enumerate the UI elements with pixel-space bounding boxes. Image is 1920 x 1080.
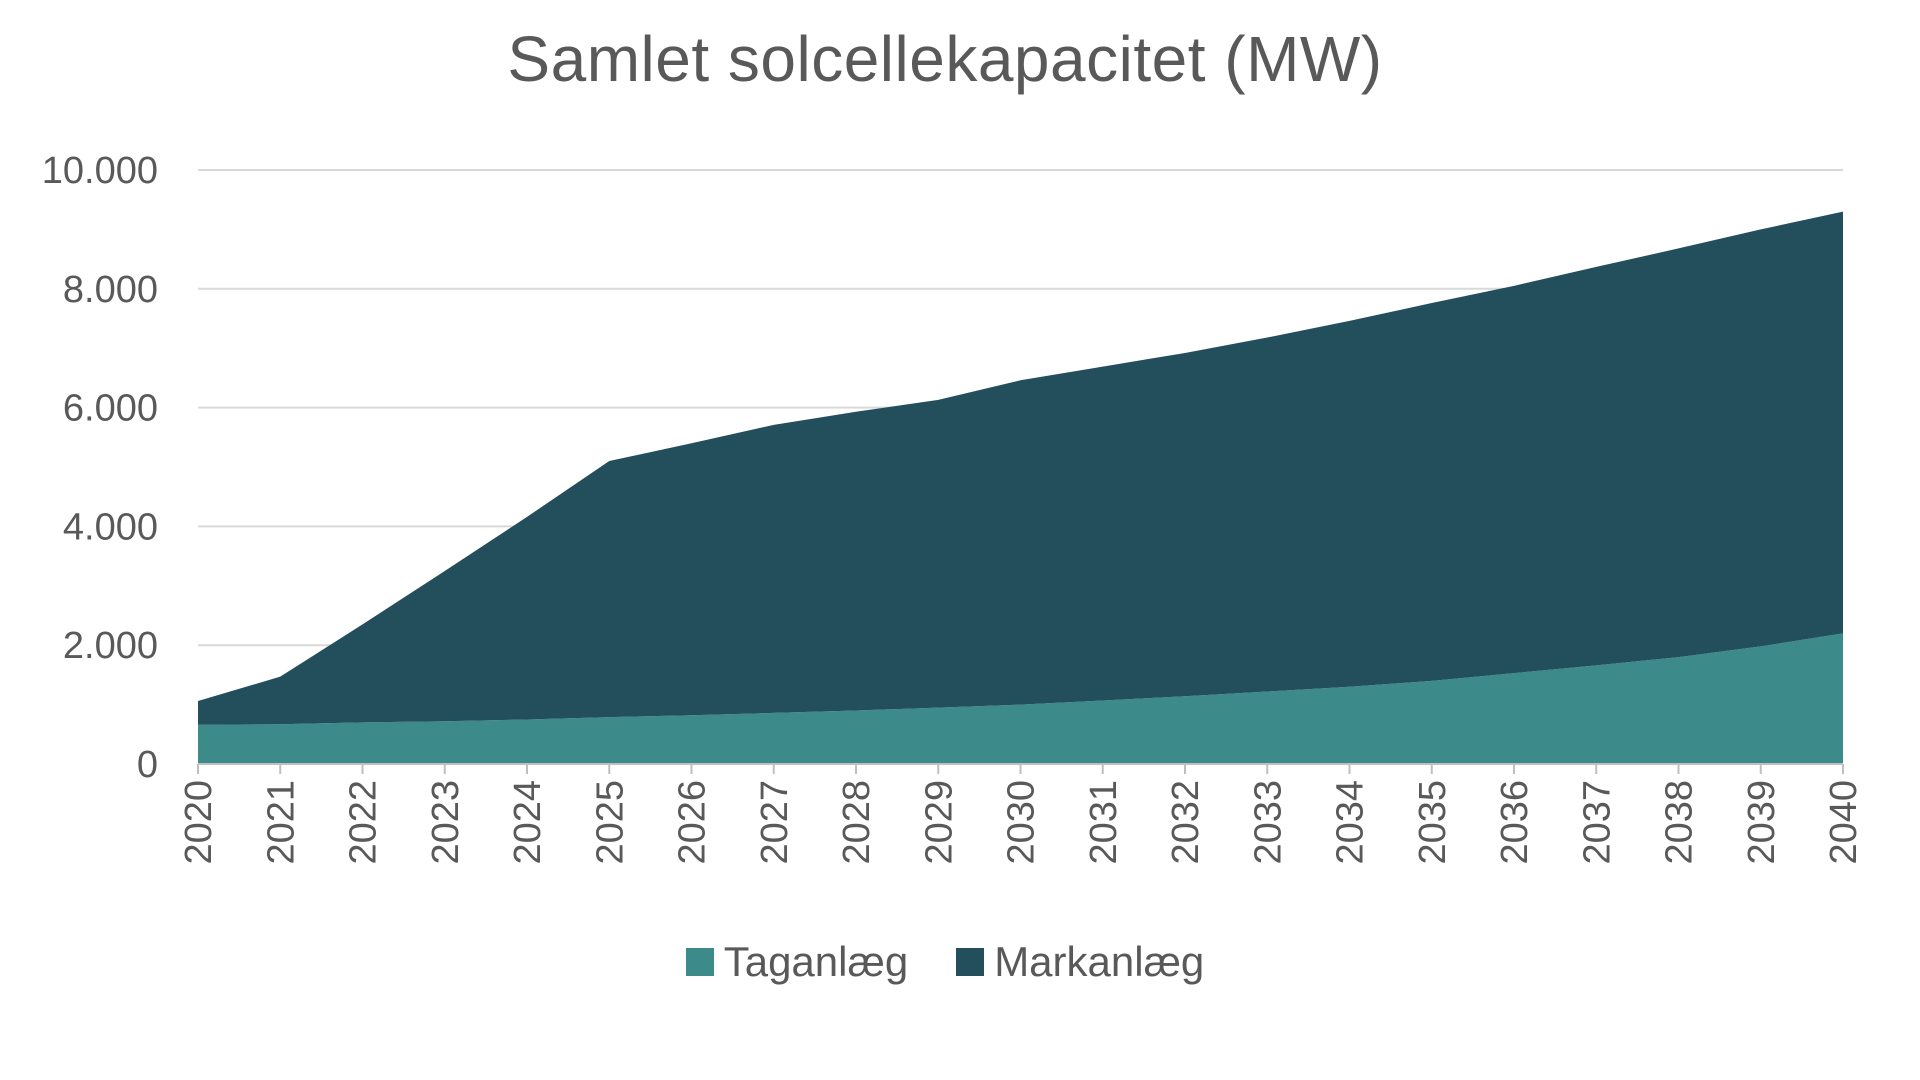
x-tick-label-19: 2039	[1741, 780, 1783, 865]
legend-swatch-taganlaeg	[685, 948, 714, 976]
x-tick-label-8: 2028	[836, 780, 878, 865]
legend: Taganlæg Markanlæg	[0, 938, 1890, 986]
y-tick-label-1: 2.000	[63, 625, 158, 667]
x-tick-label-16: 2036	[1494, 780, 1536, 865]
y-tick-label-3: 6.000	[63, 388, 158, 430]
x-tick-label-9: 2029	[918, 780, 960, 865]
legend-item-taganlaeg: Taganlæg	[685, 938, 909, 986]
x-tick-label-0: 2020	[178, 780, 220, 865]
x-tick-label-12: 2032	[1165, 780, 1207, 865]
x-axis-tick-labels: 2020 2021 2022 2023 2024 2025 2026 2027 2028 2029…	[178, 780, 1865, 865]
area-series-0	[198, 633, 1843, 764]
x-tick-label-10: 2030	[1001, 780, 1043, 865]
y-axis-tick-labels: 0 2.000 4.000 6.000 8.000 10.000	[42, 150, 158, 786]
x-tick-label-11: 2031	[1083, 780, 1125, 865]
x-tick-label-20: 2040	[1823, 780, 1865, 865]
legend-label-taganlaeg: Taganlæg	[723, 938, 909, 985]
x-tick-label-7: 2027	[754, 780, 796, 865]
x-axis	[197, 763, 1844, 774]
x-tick-label-6: 2026	[672, 780, 714, 865]
x-tick-label-2: 2022	[343, 780, 385, 865]
x-tick-label-15: 2035	[1412, 780, 1454, 865]
x-tick-label-18: 2038	[1659, 780, 1701, 865]
legend-label-markanlaeg: Markanlæg	[994, 938, 1205, 985]
chart-title: Samlet solcellekapacitet (MW)	[507, 23, 1383, 95]
x-tick-label-1: 2021	[260, 780, 302, 865]
x-tick-label-5: 2025	[589, 780, 631, 865]
y-tick-label-4: 8.000	[63, 269, 158, 311]
y-tick-label-2: 4.000	[63, 506, 158, 548]
x-tick-label-3: 2023	[425, 780, 467, 865]
legend-swatch-markanlaeg	[956, 948, 985, 976]
y-tick-label-0: 0	[137, 744, 158, 786]
area-series-1	[198, 211, 1843, 725]
x-tick-label-4: 2024	[507, 780, 549, 865]
x-tick-label-13: 2033	[1247, 780, 1289, 865]
area-series	[198, 211, 1843, 764]
legend-item-markanlaeg: Markanlæg	[956, 938, 1204, 986]
x-tick-label-14: 2034	[1330, 780, 1372, 865]
x-tick-label-17: 2037	[1576, 780, 1618, 865]
y-tick-label-5: 10.000	[42, 150, 158, 192]
